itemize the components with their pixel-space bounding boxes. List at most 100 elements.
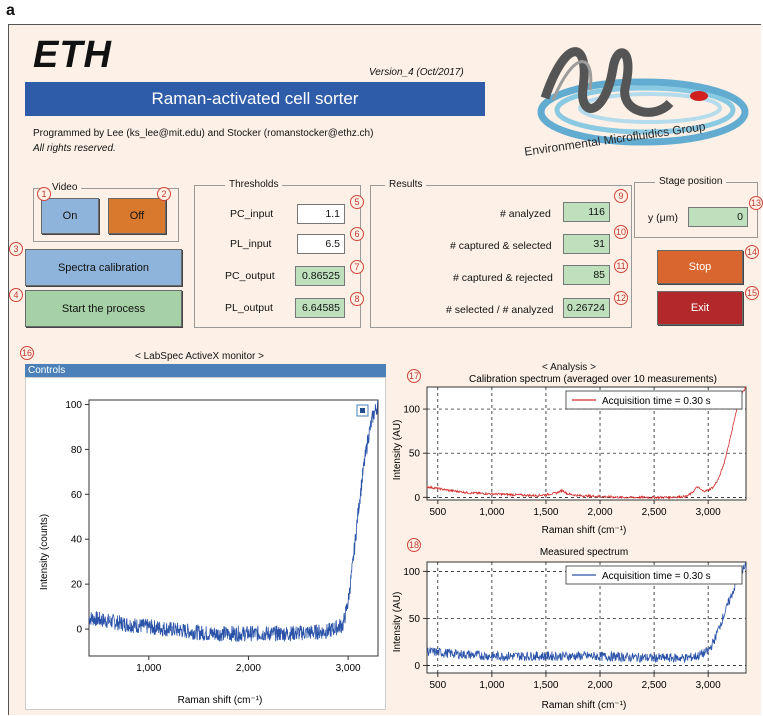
chart2-xtick-label: 1,000 xyxy=(479,680,504,691)
chart2-xlabel: Raman shift (cm⁻¹) xyxy=(542,700,627,711)
chart1-xtick-label: 500 xyxy=(429,507,446,518)
chart1-ytick-label: 50 xyxy=(409,449,421,460)
pl-input-field[interactable]: 6.5 xyxy=(297,234,345,254)
calibration-chart: Calibration spectrum (averaged over 10 m… xyxy=(392,374,747,536)
chart1-xlabel: Raman shift (cm⁻¹) xyxy=(542,525,627,536)
chart2-xtick-label: 500 xyxy=(429,680,446,691)
chart2-ytick-label: 0 xyxy=(414,661,420,672)
ratio-label: # selected / # analyzed xyxy=(446,304,554,316)
pc-output-value: 0.86525 xyxy=(295,266,345,286)
analyzed-value: 116 xyxy=(563,202,610,222)
marker-1: 1 xyxy=(37,187,51,201)
chart0-plot-area xyxy=(88,399,379,657)
marker-14: 14 xyxy=(745,245,759,259)
marker-15: 15 xyxy=(745,286,759,300)
marker-7: 7 xyxy=(350,260,364,274)
cursor-marker-dot xyxy=(360,408,365,413)
chart2-ylabel: Intensity (AU) xyxy=(392,592,403,653)
version-label: Version_4 (Oct/2017) xyxy=(369,67,464,78)
chart2-legend-label: Acquisition time = 0.30 s xyxy=(602,571,711,582)
chart2-xtick-label: 2,500 xyxy=(642,680,667,691)
measured-chart: Measured spectrum Intensity (AU) Raman s… xyxy=(392,547,747,711)
stage-y-value: 0 xyxy=(688,207,748,227)
captured-selected-label: # captured & selected xyxy=(450,240,552,252)
chart0-ytick-label: 40 xyxy=(71,535,83,546)
analysis-title: < Analysis > xyxy=(542,362,596,373)
chart1-series-line xyxy=(426,386,747,500)
monitor-title: < LabSpec ActiveX monitor > xyxy=(135,351,264,362)
controls-bar[interactable]: Controls xyxy=(25,364,386,377)
marker-4: 4 xyxy=(9,288,23,302)
chart1-xtick-label: 1,000 xyxy=(479,507,504,518)
chart1-ytick-label: 0 xyxy=(414,493,420,504)
chart1-ylabel: Intensity (AU) xyxy=(392,420,403,481)
ratio-value: 0.26724 xyxy=(563,298,610,318)
pc-input-label: PC_input xyxy=(230,208,274,220)
exit-button[interactable]: Exit xyxy=(657,291,743,325)
start-process-button[interactable]: Start the process xyxy=(25,290,182,327)
chart2-title: Measured spectrum xyxy=(540,547,628,558)
captured-rejected-value: 85 xyxy=(563,265,610,285)
labspec-chart: Intensity (counts) Raman shift (cm⁻¹) 1,… xyxy=(39,399,379,706)
analyzed-label: # analyzed xyxy=(500,208,551,220)
chart2-ytick-label: 50 xyxy=(409,614,421,625)
chart1-legend-label: Acquisition time = 0.30 s xyxy=(602,396,711,407)
credits-rights: All rights reserved. xyxy=(33,143,116,154)
marker-17: 17 xyxy=(407,369,421,383)
chart1-title: Calibration spectrum (averaged over 10 m… xyxy=(469,374,717,385)
results-title: Results xyxy=(385,179,427,190)
stage-title: Stage position xyxy=(655,176,727,187)
chart1-xtick-label: 2,000 xyxy=(588,507,613,518)
chart2-series-line xyxy=(426,562,747,664)
chart2-legend xyxy=(565,565,743,585)
chart0-ylabel: Intensity (counts) xyxy=(39,514,50,590)
stage-y-label: y (μm) xyxy=(648,212,678,224)
video-group-title: Video xyxy=(48,182,82,193)
marker-12: 12 xyxy=(614,291,628,305)
chart0-ytick-label: 60 xyxy=(71,490,83,501)
marker-18: 18 xyxy=(407,538,421,552)
chart2-xtick-label: 3,000 xyxy=(696,680,721,691)
credits-authors: Programmed by Lee (ks_lee@mit.edu) and S… xyxy=(33,128,374,139)
marker-3: 3 xyxy=(9,242,23,256)
chart0-xtick-label: 2,000 xyxy=(236,663,261,674)
pc-output-label: PC_output xyxy=(225,270,275,282)
captured-rejected-label: # captured & rejected xyxy=(453,272,553,284)
marker-2: 2 xyxy=(157,187,171,201)
marker-13: 13 xyxy=(749,196,763,210)
chart1-xtick-label: 3,000 xyxy=(696,507,721,518)
chart1-xtick-label: 2,500 xyxy=(642,507,667,518)
eth-logo: ETH xyxy=(33,34,112,76)
stop-button[interactable]: Stop xyxy=(657,250,743,284)
chart1-legend xyxy=(565,390,743,410)
pl-input-label: PL_input xyxy=(230,238,272,250)
chart0-xtick-label: 1,000 xyxy=(136,663,161,674)
chart0-ytick-label: 0 xyxy=(76,625,82,636)
marker-6: 6 xyxy=(350,227,364,241)
credits: Programmed by Lee (ks_lee@mit.edu) and S… xyxy=(33,126,373,156)
chart0-ytick-label: 100 xyxy=(65,400,82,411)
pc-input-field[interactable]: 1.1 xyxy=(297,204,345,224)
captured-selected-value: 31 xyxy=(563,234,610,254)
video-on-button[interactable]: On xyxy=(41,198,99,234)
chart0-xtick-label: 3,000 xyxy=(336,663,361,674)
chart2-xtick-label: 2,000 xyxy=(588,680,613,691)
video-off-button[interactable]: Off xyxy=(108,198,166,234)
marker-16: 16 xyxy=(20,346,34,360)
chart0-ytick-label: 80 xyxy=(71,445,83,456)
pl-output-value: 6.64585 xyxy=(295,298,345,318)
marker-10: 10 xyxy=(614,225,628,239)
app-title: Raman-activated cell sorter xyxy=(25,82,485,116)
marker-5: 5 xyxy=(350,195,364,209)
group-logo: Environmental Microfluidics Group xyxy=(523,47,749,158)
chart1-ytick-label: 100 xyxy=(403,405,420,416)
thresholds-title: Thresholds xyxy=(225,179,283,190)
pl-output-label: PL_output xyxy=(225,302,273,314)
spectra-calibration-button[interactable]: Spectra calibration xyxy=(25,249,182,286)
panel-letter: a xyxy=(6,2,15,19)
chart2-ytick-label: 100 xyxy=(403,567,420,578)
chart0-xlabel: Raman shift (cm⁻¹) xyxy=(178,695,263,706)
chart0-series-line xyxy=(88,399,379,642)
chart2-xtick-label: 1,500 xyxy=(533,680,558,691)
chart0-ytick-label: 20 xyxy=(71,580,83,591)
